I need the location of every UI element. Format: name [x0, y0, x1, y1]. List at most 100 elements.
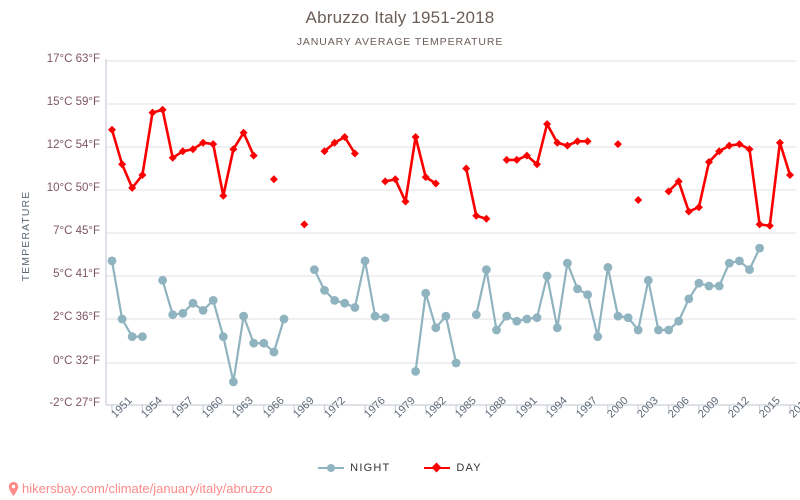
data-point-night[interactable] — [603, 263, 613, 272]
data-point-day[interactable] — [411, 133, 420, 141]
data-point-night[interactable] — [340, 298, 350, 308]
data-point-night[interactable] — [755, 243, 764, 253]
data-point-day[interactable] — [522, 151, 531, 160]
data-point-night[interactable] — [107, 256, 117, 266]
data-point-night[interactable] — [735, 256, 744, 266]
data-point-night[interactable] — [643, 275, 653, 285]
data-point-night[interactable] — [218, 332, 228, 341]
data-point-day[interactable] — [401, 197, 410, 206]
data-point-night[interactable] — [249, 338, 259, 348]
data-point-day[interactable] — [755, 220, 764, 229]
data-point-night[interactable] — [654, 325, 663, 335]
data-point-day[interactable] — [300, 220, 309, 229]
data-point-day[interactable] — [158, 105, 167, 114]
data-point-night[interactable] — [694, 278, 704, 288]
data-point-night[interactable] — [198, 306, 208, 315]
data-point-day[interactable] — [634, 196, 643, 204]
data-point-night[interactable] — [664, 325, 673, 335]
data-point-day[interactable] — [664, 187, 673, 196]
data-point-night[interactable] — [704, 281, 714, 291]
data-point-day[interactable] — [239, 128, 248, 137]
data-point-night[interactable] — [745, 265, 754, 274]
data-point-day[interactable] — [350, 149, 359, 158]
data-point-night[interactable] — [178, 308, 188, 318]
data-point-night[interactable] — [522, 314, 532, 324]
data-point-night[interactable] — [502, 311, 512, 321]
data-point-day[interactable] — [715, 147, 724, 156]
data-point-day[interactable] — [128, 183, 137, 192]
data-point-day[interactable] — [573, 137, 582, 146]
data-point-day[interactable] — [694, 203, 703, 212]
data-point-day[interactable] — [330, 138, 339, 147]
data-point-night[interactable] — [684, 294, 694, 304]
data-point-night[interactable] — [482, 265, 491, 274]
data-point-day[interactable] — [502, 155, 511, 164]
data-point-night[interactable] — [188, 298, 198, 308]
data-point-night[interactable] — [593, 332, 603, 341]
data-point-night[interactable] — [441, 311, 451, 321]
data-point-day[interactable] — [745, 145, 754, 154]
data-point-day[interactable] — [209, 140, 218, 149]
data-point-day[interactable] — [340, 133, 349, 141]
data-point-night[interactable] — [138, 332, 147, 341]
data-point-night[interactable] — [714, 281, 724, 291]
data-point-night[interactable] — [613, 311, 623, 321]
data-point-day[interactable] — [674, 177, 683, 186]
data-point-night[interactable] — [542, 271, 552, 281]
data-point-night[interactable] — [492, 325, 501, 335]
data-point-day[interactable] — [583, 137, 592, 146]
data-point-day[interactable] — [118, 160, 127, 169]
data-point-night[interactable] — [380, 313, 390, 322]
data-point-day[interactable] — [472, 211, 481, 220]
data-point-night[interactable] — [310, 265, 319, 274]
data-point-night[interactable] — [269, 347, 279, 357]
data-point-day[interactable] — [482, 214, 491, 223]
data-point-night[interactable] — [583, 290, 592, 299]
data-point-day[interactable] — [229, 145, 238, 154]
data-point-day[interactable] — [138, 171, 147, 179]
data-point-day[interactable] — [775, 138, 784, 147]
data-point-day[interactable] — [462, 164, 471, 173]
data-point-night[interactable] — [320, 285, 329, 295]
data-point-night[interactable] — [411, 367, 420, 376]
source-watermark[interactable]: hikersbay.com/climate/january/italy/abru… — [8, 481, 272, 496]
data-point-night[interactable] — [431, 323, 441, 333]
data-point-night[interactable] — [330, 296, 339, 305]
data-point-night[interactable] — [117, 314, 127, 324]
data-point-day[interactable] — [725, 141, 734, 150]
data-point-night[interactable] — [532, 313, 542, 322]
data-point-night[interactable] — [208, 296, 218, 305]
data-point-night[interactable] — [360, 256, 370, 266]
data-point-night[interactable] — [552, 323, 562, 333]
data-point-night[interactable] — [633, 325, 643, 335]
data-point-day[interactable] — [705, 158, 713, 166]
data-point-night[interactable] — [239, 311, 249, 321]
data-point-day[interactable] — [512, 155, 521, 164]
data-point-day[interactable] — [533, 160, 541, 169]
data-point-night[interactable] — [229, 377, 238, 387]
data-point-night[interactable] — [259, 338, 269, 348]
data-point-night[interactable] — [451, 358, 461, 368]
data-point-day[interactable] — [563, 141, 572, 150]
data-point-day[interactable] — [108, 125, 116, 134]
data-point-night[interactable] — [623, 313, 633, 322]
data-point-day[interactable] — [189, 145, 197, 154]
data-point-night[interactable] — [350, 303, 360, 312]
data-point-night[interactable] — [421, 288, 431, 298]
data-point-day[interactable] — [431, 179, 440, 188]
data-point-day[interactable] — [614, 140, 622, 149]
data-point-night[interactable] — [168, 310, 178, 320]
data-point-day[interactable] — [543, 120, 552, 129]
data-point-day[interactable] — [735, 140, 744, 149]
data-point-night[interactable] — [724, 258, 734, 268]
data-point-night[interactable] — [512, 316, 522, 326]
data-point-day[interactable] — [765, 221, 774, 230]
data-point-day[interactable] — [381, 177, 390, 186]
data-point-night[interactable] — [674, 316, 684, 326]
data-point-day[interactable] — [199, 138, 208, 147]
data-point-day[interactable] — [786, 171, 794, 179]
data-point-day[interactable] — [421, 173, 430, 182]
data-point-night[interactable] — [127, 332, 137, 341]
data-point-day[interactable] — [178, 147, 187, 156]
data-point-night[interactable] — [573, 284, 582, 294]
